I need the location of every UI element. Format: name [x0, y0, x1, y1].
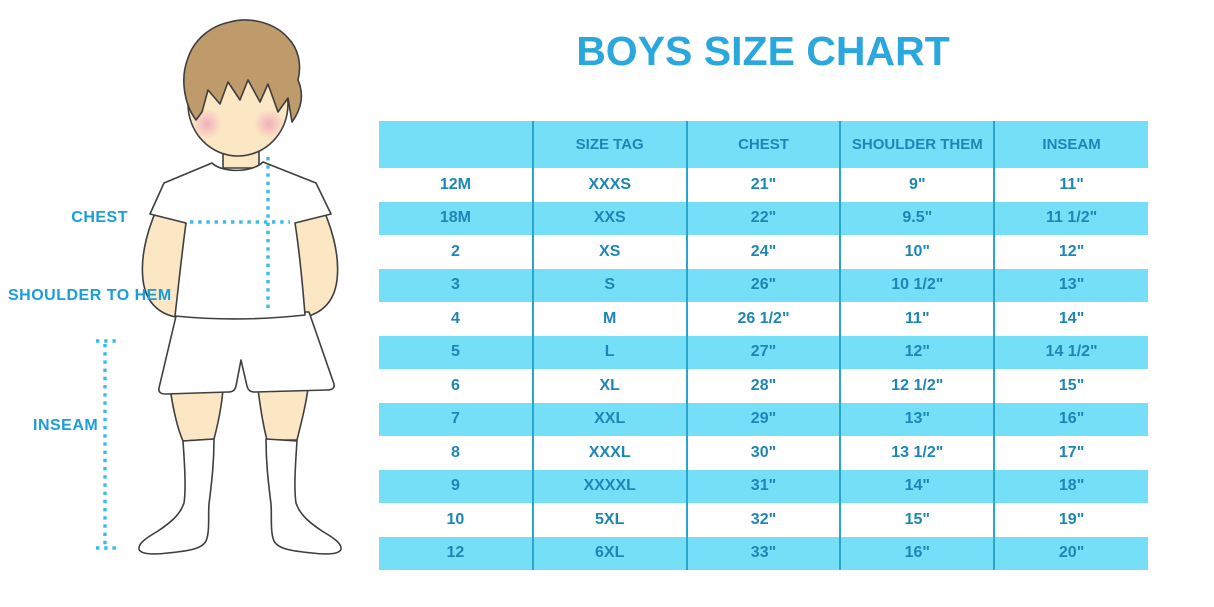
table-row: 10 5XL 32" 15" 19"	[379, 503, 1148, 537]
hair	[183, 19, 303, 123]
table-cell: 28"	[685, 369, 841, 403]
boy-figure-illustration	[96, 19, 342, 555]
table-cell: 8	[450, 443, 460, 461]
table-row: 5 L 27" 12" 14 1/2"	[379, 335, 1148, 369]
table-cell: 16"	[839, 536, 995, 570]
table-cell: 32"	[685, 503, 841, 537]
size-chart-table: SIZE TAG CHEST SHOULDER THEM INSEAM 12M XXXS…	[379, 121, 1148, 570]
table-body: 12M XXXS 21" 9" 11" 18M XXS 22" 9.5" 11 1/2" 2 XS 24…	[379, 168, 1148, 570]
chest-label: CHEST	[71, 209, 128, 226]
table-cell: 6XL	[531, 536, 687, 570]
table-cell: XXS	[531, 201, 687, 235]
table-cell: 31"	[685, 469, 841, 503]
table-cell: 9.5"	[839, 201, 995, 235]
table-cell: 13 1/2"	[839, 436, 995, 470]
right-leg	[257, 387, 309, 441]
table-row: 3 S 26" 10 1/2" 13"	[379, 268, 1148, 302]
table-cell: 14"	[839, 469, 995, 503]
right-sock	[265, 438, 342, 555]
column-header: INSEAM	[993, 121, 1148, 168]
table-cell: 26 1/2"	[685, 302, 841, 336]
left-leg	[169, 387, 224, 442]
table-cell: L	[531, 335, 687, 369]
table-cell: 24"	[685, 235, 841, 269]
table-cell: 17"	[993, 436, 1148, 470]
table-cell: XL	[531, 369, 687, 403]
table-cell: 13"	[993, 268, 1148, 302]
table-row: 2 XS 24" 10" 12"	[379, 235, 1148, 269]
table-cell: 29"	[685, 402, 841, 436]
table-cell: 10	[446, 510, 465, 528]
table-cell: 10 1/2"	[839, 268, 995, 302]
table-cell: 12M	[439, 175, 471, 193]
table-cell: 5XL	[531, 503, 687, 537]
table-cell: 6	[450, 376, 460, 394]
table-cell: 13"	[839, 402, 995, 436]
table-cell: XXXS	[531, 168, 687, 202]
table-cell: 22"	[685, 201, 841, 235]
table-cell: 9	[379, 469, 533, 503]
table-cell: 16"	[993, 402, 1148, 436]
table-cell: 9"	[839, 168, 995, 202]
table-cell: 11 1/2"	[993, 201, 1148, 235]
table-cell: 3	[379, 268, 533, 302]
table-cell: 21"	[685, 168, 841, 202]
table-cell: 15"	[839, 503, 995, 537]
column-header: SHOULDER THEM	[839, 121, 995, 168]
table-cell: 12"	[839, 335, 995, 369]
shorts	[158, 311, 335, 395]
table-cell: 4	[450, 309, 460, 327]
table-cell: 7	[379, 402, 533, 436]
shoulder-to-hem-label: SHOULDER TO HEM	[8, 287, 172, 304]
table-cell: 20"	[993, 536, 1148, 570]
table-cell: 18"	[993, 469, 1148, 503]
table-cell: 12"	[993, 235, 1148, 269]
table-row: 6 XL 28" 12 1/2" 15"	[379, 369, 1148, 403]
table-cell: 26"	[685, 268, 841, 302]
table-cell: 5	[379, 335, 533, 369]
table-cell: 27"	[685, 335, 841, 369]
table-row: 18M XXS 22" 9.5" 11 1/2"	[379, 201, 1148, 235]
table-cell: 12 1/2"	[839, 369, 995, 403]
table-cell: 10"	[839, 235, 995, 269]
table-row: 9 XXXXL 31" 14" 18"	[379, 469, 1148, 503]
column-header: SIZE TAG	[531, 121, 687, 168]
table-cell: XXL	[531, 402, 687, 436]
table-cell: 11"	[839, 302, 995, 336]
table-cell: 15"	[993, 369, 1148, 403]
page-title: BOYS SIZE CHART	[576, 28, 950, 74]
table-cell: 19"	[993, 503, 1148, 537]
inseam-label: INSEAM	[33, 417, 99, 434]
table-row: 12 6XL 33" 16" 20"	[379, 536, 1148, 570]
column-header	[379, 121, 533, 168]
table-cell: XXXL	[531, 436, 687, 470]
left-sock	[138, 438, 215, 555]
column-header: CHEST	[685, 121, 841, 168]
table-cell: M	[531, 302, 687, 336]
table-row: 8 XXXL 30" 13 1/2" 17"	[379, 436, 1148, 470]
table-cell: XXXXL	[531, 469, 687, 503]
t-shirt	[149, 161, 332, 320]
table-cell: 33"	[685, 536, 841, 570]
table-cell: 12	[379, 536, 533, 570]
table-row: 12M XXXS 21" 9" 11"	[379, 168, 1148, 202]
table-cell: 14"	[993, 302, 1148, 336]
table-cell: 30"	[685, 436, 841, 470]
table-row: 4 M 26 1/2" 11" 14"	[379, 302, 1148, 336]
table-cell: 18M	[379, 201, 533, 235]
table-row: 7 XXL 29" 13" 16"	[379, 402, 1148, 436]
table-cell: 11"	[993, 168, 1148, 202]
cheek-right	[254, 109, 284, 139]
table-cell: 2	[450, 242, 460, 260]
table-cell: XS	[531, 235, 687, 269]
table-header-row: SIZE TAG CHEST SHOULDER THEM INSEAM	[379, 121, 1148, 168]
table-cell: 14 1/2"	[993, 335, 1148, 369]
table-cell: S	[531, 268, 687, 302]
